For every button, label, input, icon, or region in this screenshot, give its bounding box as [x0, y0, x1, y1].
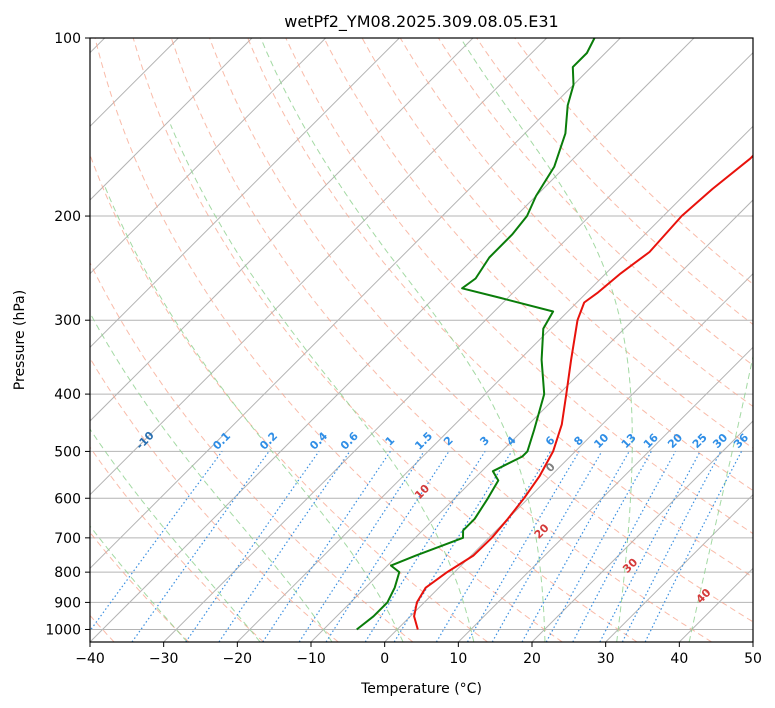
- mixing-ratio-16: [545, 451, 652, 642]
- isotherm--30: [163, 51, 753, 642]
- isotherm--100: [90, 38, 253, 201]
- dry-adiabat-40: [170, 38, 712, 642]
- mixing-ratio-30: [621, 451, 722, 642]
- mixing-ratio-4: [393, 451, 513, 642]
- dry-adiabat-30: [132, 38, 638, 642]
- dry-adiabat-50: [209, 38, 753, 623]
- isotherm--50: [90, 38, 621, 570]
- dry-adiabat-0: [90, 261, 414, 642]
- y-tick-label: 500: [54, 444, 81, 460]
- background-lines: [90, 38, 753, 642]
- y-tick-label: 400: [54, 387, 81, 403]
- y-tick-label: 1000: [45, 622, 81, 638]
- mixing-ratio-0.2: [131, 451, 270, 642]
- x-tick-label: −30: [149, 651, 179, 667]
- isotherm-20: [531, 420, 753, 642]
- isotherm-0: [384, 272, 753, 642]
- isotherm-10: [457, 346, 753, 642]
- mixing-ratio-2: [325, 451, 450, 642]
- dry-adiabat-20: [94, 38, 563, 642]
- dry-adiabat-80: [323, 38, 753, 492]
- chart-title: wetPf2_YM08.2025.309.08.05.E31: [284, 12, 558, 32]
- moist-adiabat-40: [688, 353, 753, 642]
- x-axis: −40 −30 −20 −10 0 10 20 30 40 50: [75, 642, 762, 667]
- x-tick-label: 0: [380, 651, 389, 667]
- isotherm--20: [236, 125, 753, 642]
- moist-adiabat-0: [104, 185, 404, 642]
- dewpoint-line: [356, 38, 596, 631]
- dry-adiabat--20: [90, 446, 264, 642]
- y-tick-label: 300: [54, 313, 81, 329]
- isotherm--90: [90, 38, 327, 275]
- isotherm--40: [90, 38, 695, 642]
- dry-adiabat-130: [514, 38, 753, 285]
- x-tick-label: −10: [296, 651, 326, 667]
- isotherm--60: [90, 38, 548, 496]
- dry-adiabat-label: -30: [0, 365, 2, 388]
- y-tick-label: 200: [54, 209, 81, 225]
- mixing-ratio-1: [262, 451, 391, 642]
- mixing-ratio-36: [644, 451, 743, 642]
- dry-adiabat-60: [247, 38, 753, 578]
- x-tick-label: 50: [744, 651, 762, 667]
- isotherm-30: [605, 493, 753, 642]
- moist-adiabat-20: [260, 38, 546, 642]
- y-tick-label: 100: [54, 31, 81, 47]
- moist-adiabat--30: [90, 525, 188, 642]
- x-tick-label: 10: [449, 651, 467, 667]
- dry-adiabat-120: [476, 38, 753, 326]
- y-axis: 100 200 300 400 500 600 700 800 900 1000: [45, 31, 90, 638]
- sounding-series: [356, 38, 753, 631]
- y-tick-label: 600: [54, 491, 81, 507]
- mixing-ratio-20: [572, 451, 677, 642]
- temperature-line: [413, 154, 753, 630]
- isotherm--80: [90, 38, 400, 349]
- mixing-ratio-0.4: [185, 451, 320, 642]
- mixing-ratio-0.1: [90, 451, 223, 632]
- y-axis-label: Pressure (hPa): [12, 290, 28, 390]
- dry-adiabat-label: -20: [61, 409, 84, 432]
- moist-adiabat--20: [90, 428, 261, 642]
- y-tick-label: 700: [54, 531, 81, 547]
- mixing-ratio-1.5: [298, 451, 425, 642]
- y-tick-label: 900: [54, 595, 81, 611]
- moist-adiabat--10: [90, 311, 333, 642]
- plot-frame: [89, 37, 754, 643]
- dry-adiabat-70: [285, 38, 753, 535]
- dry-adiabat--10: [90, 357, 339, 642]
- moist-adiabat-10: [170, 124, 475, 642]
- x-tick-label: 20: [523, 651, 541, 667]
- x-tick-label: 30: [597, 651, 615, 667]
- y-tick-label: 800: [54, 565, 81, 581]
- x-axis-label: Temperature (°C): [360, 681, 482, 697]
- mixing-ratio-0.6: [218, 451, 351, 642]
- x-tick-label: −40: [75, 651, 105, 667]
- isotherm-50: [752, 641, 753, 642]
- x-tick-label: −20: [223, 651, 253, 667]
- mixing-ratio-13: [521, 451, 630, 642]
- x-tick-label: 40: [670, 651, 688, 667]
- plot-background: [90, 38, 753, 642]
- isotherm--70: [90, 38, 474, 422]
